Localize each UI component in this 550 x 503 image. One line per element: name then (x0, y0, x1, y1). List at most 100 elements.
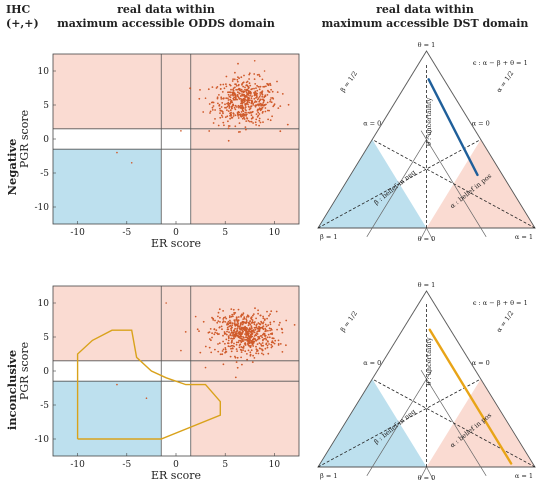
data-point (227, 120, 229, 123)
data-point (234, 105, 237, 107)
data-point (258, 88, 261, 91)
dst-triangle-negative: θ = 1 θ = 0 β = 1 α = 1 ϵ : α − β + θ = 1 θ :… (317, 41, 536, 243)
data-point (243, 115, 246, 117)
data-point (196, 328, 199, 331)
data-point (214, 331, 217, 334)
boundary-curve (76, 329, 221, 440)
data-point (243, 74, 245, 77)
data-point-outlier (253, 60, 256, 62)
data-point (227, 97, 229, 100)
data-point (244, 108, 247, 110)
data-point (237, 325, 239, 328)
data-point-outlier (204, 366, 207, 369)
data-point (243, 116, 245, 119)
data-point (250, 340, 253, 342)
dst-triangle-inconclusive: θ = 1 θ = 0 β = 1 α = 1 ϵ : α − β + θ = 1 θ :… (317, 281, 536, 482)
data-point (256, 350, 258, 352)
data-point (234, 93, 237, 96)
data-point (255, 87, 257, 89)
data-point (251, 100, 254, 103)
data-point (271, 333, 273, 336)
label-theta-zero: θ = 0 (418, 474, 436, 482)
data-point (236, 320, 239, 323)
data-point (237, 341, 240, 344)
data-point (238, 336, 241, 338)
data-point (225, 317, 228, 320)
data-point (252, 313, 255, 315)
data-point (243, 118, 246, 120)
data-point (261, 333, 264, 336)
data-point (259, 98, 262, 101)
data-point (251, 361, 254, 363)
data-point (232, 329, 235, 332)
data-point (266, 310, 268, 313)
data-point (240, 322, 242, 325)
data-point (240, 341, 243, 344)
data-point (256, 74, 259, 76)
data-point (242, 312, 245, 315)
data-point (249, 341, 252, 344)
data-point (250, 333, 253, 336)
data-point (230, 340, 233, 343)
data-point (255, 345, 257, 348)
data-point (237, 83, 240, 86)
data-point-outlier (145, 397, 148, 400)
data-point (241, 102, 244, 105)
data-point (236, 316, 238, 319)
data-point (230, 100, 232, 103)
data-point (244, 326, 247, 329)
data-point (209, 112, 211, 114)
data-point (227, 320, 230, 323)
data-point (214, 109, 217, 111)
data-point (234, 376, 237, 379)
data-point (254, 307, 256, 310)
data-point (258, 113, 261, 115)
data-point (249, 94, 252, 97)
data-point (250, 317, 252, 320)
data-point (247, 97, 249, 100)
data-point (244, 88, 246, 91)
data-point (253, 321, 255, 324)
data-point (240, 351, 243, 353)
data-point (252, 345, 255, 347)
data-point (244, 339, 247, 341)
data-point (242, 349, 245, 351)
data-point (238, 92, 241, 94)
data-point (247, 328, 250, 331)
data-point (252, 104, 255, 106)
data-point (249, 346, 252, 348)
data-point (236, 350, 239, 352)
data-point (253, 73, 256, 75)
data-point (268, 327, 271, 330)
line-alpha-zero-left (363, 297, 423, 394)
data-point (267, 84, 270, 87)
data-point (285, 344, 287, 347)
data-point (244, 111, 247, 114)
data-point (253, 323, 256, 326)
data-point (244, 126, 247, 128)
data-point (230, 329, 233, 332)
data-point (237, 88, 239, 91)
data-point (230, 344, 233, 347)
data-point (248, 82, 251, 85)
inconclusive-region-horizontal (53, 360, 191, 382)
data-point (253, 331, 256, 334)
data-point (226, 109, 228, 111)
data-point (249, 120, 251, 123)
data-point-outlier (180, 130, 182, 132)
data-point (261, 326, 264, 329)
data-point (216, 86, 219, 88)
data-point (226, 105, 229, 108)
data-point (226, 115, 229, 118)
data-point (236, 356, 239, 359)
data-point (256, 109, 259, 112)
data-point (238, 325, 241, 328)
data-point (244, 344, 247, 346)
data-point (247, 335, 250, 338)
belief-neg-axis (317, 378, 481, 468)
data-point (241, 117, 244, 120)
data-point (266, 346, 269, 349)
x-axis-label: ER score (151, 469, 201, 482)
data-point (225, 97, 228, 100)
data-point (256, 338, 259, 341)
